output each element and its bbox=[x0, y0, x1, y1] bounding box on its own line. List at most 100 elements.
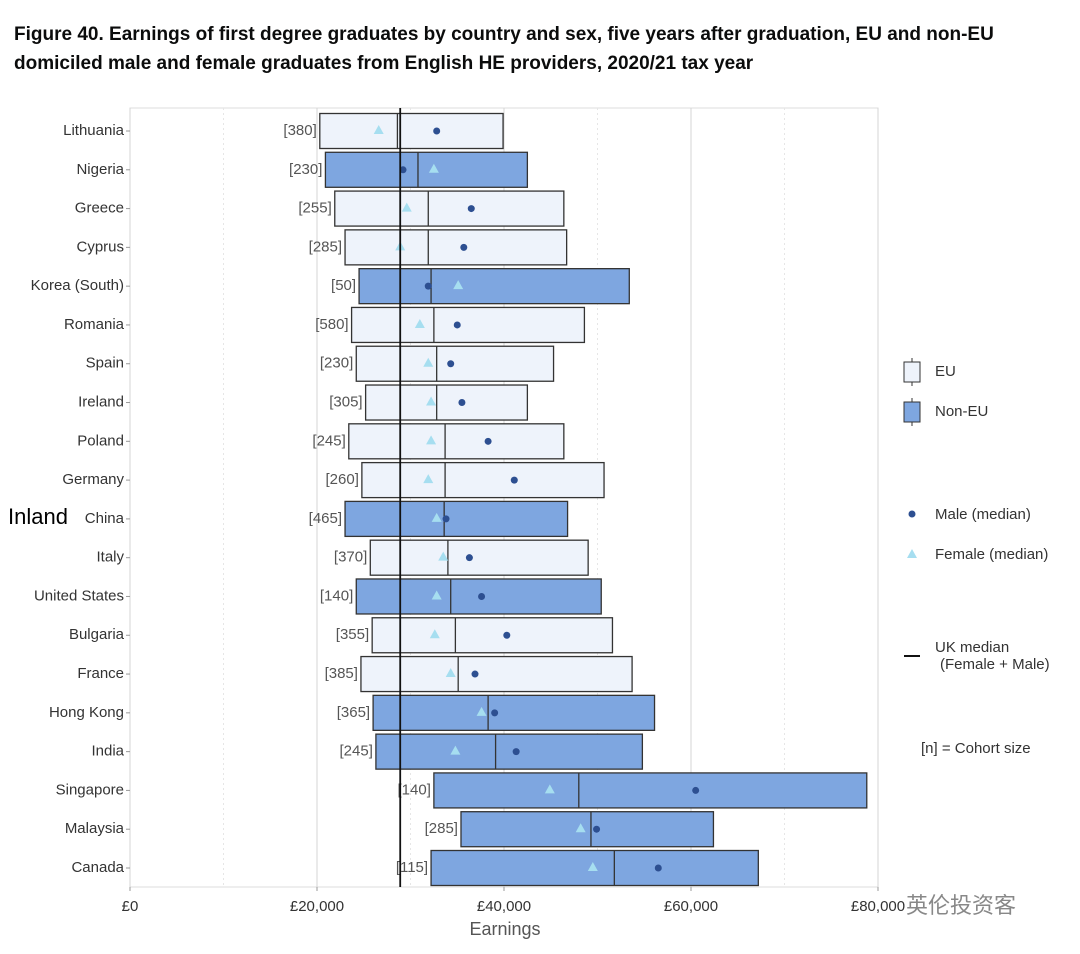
y-tick-label: Nigeria bbox=[76, 161, 124, 178]
x-tick-label: £20,000 bbox=[290, 898, 344, 915]
female-marker bbox=[428, 163, 439, 173]
male-marker bbox=[399, 166, 407, 174]
box bbox=[364, 384, 529, 421]
box bbox=[372, 694, 656, 731]
female-marker bbox=[401, 202, 412, 212]
y-tick-label: Singapore bbox=[56, 781, 124, 798]
female-marker bbox=[575, 823, 586, 833]
box bbox=[371, 617, 614, 654]
x-tick-label: £80,000 bbox=[851, 898, 905, 915]
male-marker bbox=[593, 825, 601, 833]
y-tick-label: Spain bbox=[86, 355, 124, 372]
legend-female-marker bbox=[907, 549, 917, 558]
cohort-label: [365] bbox=[337, 704, 370, 721]
box bbox=[375, 733, 644, 770]
y-tick-label: Bulgaria bbox=[69, 626, 125, 643]
female-marker bbox=[426, 435, 437, 445]
female-marker bbox=[426, 396, 437, 406]
y-tick-label: Romania bbox=[64, 316, 125, 333]
legend-male-marker bbox=[908, 510, 916, 518]
box bbox=[319, 112, 504, 150]
cohort-label: [230] bbox=[320, 355, 353, 372]
legend-label: (Female + Male) bbox=[940, 656, 1050, 673]
cohort-label: [50] bbox=[331, 277, 356, 294]
box bbox=[358, 268, 630, 305]
male-marker bbox=[424, 282, 432, 290]
legend-label: Female (median) bbox=[935, 546, 1048, 563]
cohort-label: [285] bbox=[425, 820, 458, 837]
box bbox=[360, 655, 633, 693]
cohort-label: [140] bbox=[320, 587, 353, 604]
cohort-label: [355] bbox=[336, 626, 369, 643]
legend-swatch bbox=[903, 401, 921, 423]
y-tick-label: Korea (South) bbox=[31, 277, 124, 294]
box bbox=[344, 229, 568, 266]
female-marker bbox=[476, 706, 487, 716]
male-marker bbox=[503, 631, 511, 639]
y-tick-label: France bbox=[77, 665, 124, 682]
female-marker bbox=[445, 668, 456, 678]
female-marker bbox=[544, 784, 555, 794]
male-marker bbox=[433, 127, 441, 135]
cohort-label: [260] bbox=[326, 471, 359, 488]
male-marker bbox=[442, 515, 450, 523]
box bbox=[355, 345, 555, 382]
cohort-label: [580] bbox=[315, 316, 348, 333]
male-marker bbox=[447, 360, 455, 368]
watermark: 英伦投资客 bbox=[906, 893, 1016, 918]
box bbox=[348, 423, 565, 460]
female-marker bbox=[429, 629, 440, 639]
cohort-label: [255] bbox=[298, 200, 331, 217]
y-tick-label: Canada bbox=[71, 859, 124, 876]
male-marker bbox=[465, 554, 473, 562]
female-marker bbox=[373, 125, 384, 134]
box bbox=[369, 539, 589, 576]
y-tick-label: Greece bbox=[75, 200, 124, 217]
chart-title: Figure 40. Earnings of first degree grad… bbox=[14, 24, 994, 74]
female-marker bbox=[414, 318, 425, 328]
male-marker bbox=[478, 592, 486, 600]
y-tick-label: Malaysia bbox=[65, 820, 125, 837]
y-tick-label: China bbox=[85, 510, 125, 527]
female-marker bbox=[423, 357, 434, 367]
male-marker bbox=[453, 321, 461, 329]
cohort-label: [385] bbox=[325, 665, 358, 682]
legend-label: EU bbox=[935, 363, 956, 380]
y-tick-label: Italy bbox=[96, 549, 124, 566]
box bbox=[361, 461, 605, 499]
y-tick-label: Cyprus bbox=[76, 238, 124, 255]
x-tick-label: £0 bbox=[122, 898, 139, 915]
x-tick-label: £60,000 bbox=[664, 898, 718, 915]
legend-swatch bbox=[903, 361, 921, 383]
box bbox=[324, 151, 529, 188]
overlay-text: Inland bbox=[8, 504, 68, 529]
cohort-label: [115] bbox=[396, 859, 428, 876]
box bbox=[433, 772, 868, 809]
male-marker bbox=[512, 748, 520, 756]
male-marker bbox=[491, 709, 499, 717]
y-tick-label: Ireland bbox=[78, 393, 124, 410]
male-marker bbox=[692, 786, 700, 794]
x-tick-label: £40,000 bbox=[477, 898, 531, 915]
cohort-label: [230] bbox=[289, 161, 322, 178]
y-tick-label: Poland bbox=[77, 432, 124, 449]
male-marker bbox=[467, 205, 475, 213]
female-marker bbox=[450, 745, 461, 755]
cohort-label: [245] bbox=[340, 743, 373, 760]
box bbox=[350, 306, 586, 344]
female-marker bbox=[438, 551, 449, 561]
cohort-label: [140] bbox=[398, 781, 431, 798]
male-marker bbox=[484, 437, 492, 445]
legend-label: Non-EU bbox=[935, 403, 988, 420]
cohort-label: [465] bbox=[309, 510, 342, 527]
male-marker bbox=[471, 670, 479, 678]
cohort-label: [285] bbox=[309, 238, 342, 255]
box bbox=[334, 190, 565, 227]
cohort-label: [380] bbox=[283, 122, 316, 139]
y-tick-label: Germany bbox=[62, 471, 124, 488]
male-marker bbox=[654, 864, 662, 872]
cohort-label: [370] bbox=[334, 549, 367, 566]
y-tick-label: Lithuania bbox=[63, 122, 125, 139]
legend-note: [n] = Cohort size bbox=[921, 740, 1031, 757]
